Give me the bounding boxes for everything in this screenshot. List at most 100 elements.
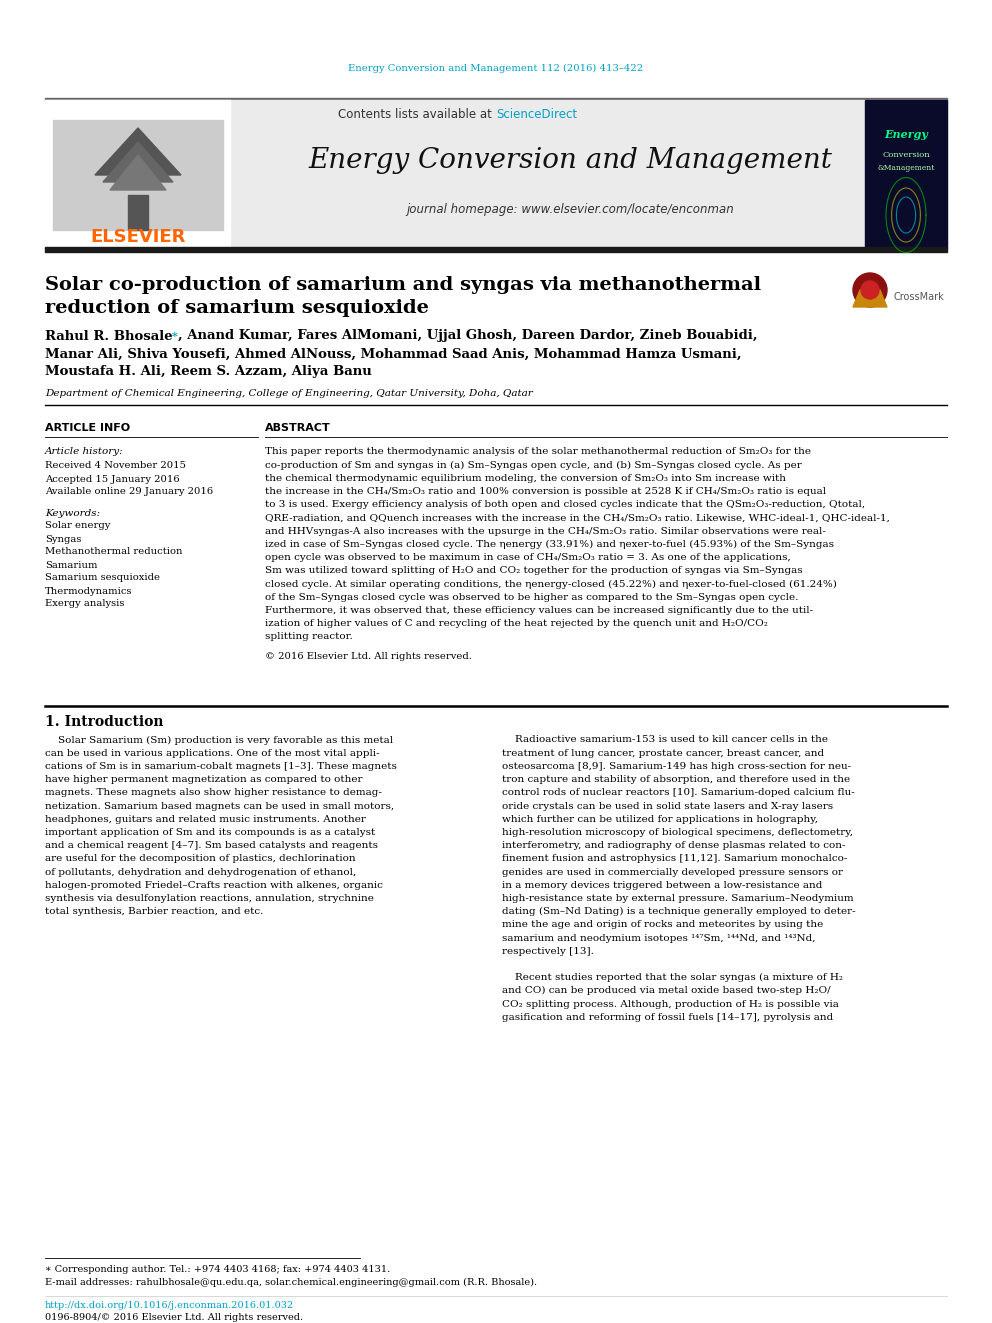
Bar	[865, 101, 947, 247]
Polygon shape	[103, 142, 173, 183]
Text: have higher permanent magnetization as compared to other: have higher permanent magnetization as c…	[45, 775, 362, 785]
Text: © 2016 Elsevier Ltd. All rights reserved.: © 2016 Elsevier Ltd. All rights reserved…	[265, 651, 472, 660]
Text: in a memory devices triggered between a low-resistance and: in a memory devices triggered between a …	[502, 881, 822, 889]
Text: and a chemical reagent [4–7]. Sm based catalysts and reagents: and a chemical reagent [4–7]. Sm based c…	[45, 841, 378, 851]
Text: 0196-8904/© 2016 Elsevier Ltd. All rights reserved.: 0196-8904/© 2016 Elsevier Ltd. All right…	[45, 1312, 304, 1322]
Text: Department of Chemical Engineering, College of Engineering, Qatar University, Do: Department of Chemical Engineering, Coll…	[45, 389, 533, 397]
Text: , Anand Kumar, Fares AlMomani, Ujjal Ghosh, Dareen Dardor, Zineb Bouabidi,: , Anand Kumar, Fares AlMomani, Ujjal Gho…	[178, 329, 758, 343]
Text: ABSTRACT: ABSTRACT	[265, 423, 330, 433]
Polygon shape	[95, 128, 181, 175]
Text: reduction of samarium sesquioxide: reduction of samarium sesquioxide	[45, 299, 429, 318]
Text: Received 4 November 2015: Received 4 November 2015	[45, 462, 186, 471]
Text: ∗ Corresponding author. Tel.: +974 4403 4168; fax: +974 4403 4131.: ∗ Corresponding author. Tel.: +974 4403 …	[45, 1266, 390, 1274]
Text: ScienceDirect: ScienceDirect	[496, 108, 577, 122]
Text: splitting reactor.: splitting reactor.	[265, 632, 353, 642]
Text: This paper reports the thermodynamic analysis of the solar methanothermal reduct: This paper reports the thermodynamic ana…	[265, 447, 811, 456]
Text: Keywords:: Keywords:	[45, 508, 100, 517]
Text: &Management: &Management	[877, 164, 934, 172]
Bar	[45, 98, 947, 101]
Text: closed cycle. At similar operating conditions, the ηenergy-closed (45.22%) and η: closed cycle. At similar operating condi…	[265, 579, 837, 589]
Text: finement fusion and astrophysics [11,12]. Samarium monochalco-: finement fusion and astrophysics [11,12]…	[502, 855, 847, 864]
Text: Manar Ali, Shiva Yousefi, Ahmed AlNouss, Mohammad Saad Anis, Mohammad Hamza Usma: Manar Ali, Shiva Yousefi, Ahmed AlNouss,…	[45, 348, 741, 360]
Text: journal homepage: www.elsevier.com/locate/enconman: journal homepage: www.elsevier.com/locat…	[406, 204, 734, 217]
Text: high-resistance state by external pressure. Samarium–Neodymium: high-resistance state by external pressu…	[502, 894, 854, 902]
Text: the increase in the CH₄/Sm₂O₃ ratio and 100% conversion is possible at 2528 K if: the increase in the CH₄/Sm₂O₃ ratio and …	[265, 487, 826, 496]
Text: synthesis via desulfonylation reactions, annulation, strychnine: synthesis via desulfonylation reactions,…	[45, 894, 374, 902]
Text: Accepted 15 January 2016: Accepted 15 January 2016	[45, 475, 180, 483]
Text: Rahul R. Bhosale: Rahul R. Bhosale	[45, 329, 173, 343]
Text: the chemical thermodynamic equilibrium modeling, the conversion of Sm₂O₃ into Sm: the chemical thermodynamic equilibrium m…	[265, 474, 786, 483]
Circle shape	[853, 273, 887, 307]
Text: control rods of nuclear reactors [10]. Samarium-doped calcium flu-: control rods of nuclear reactors [10]. S…	[502, 789, 855, 798]
Text: 1. Introduction: 1. Introduction	[45, 714, 164, 729]
Text: CO₂ splitting process. Although, production of H₂ is possible via: CO₂ splitting process. Although, product…	[502, 999, 839, 1008]
Text: headphones, guitars and related music instruments. Another: headphones, guitars and related music in…	[45, 815, 366, 824]
Text: QRE-radiation, and QQuench increases with the increase in the CH₄/Sm₂O₃ ratio. L: QRE-radiation, and QQuench increases wit…	[265, 513, 890, 523]
Text: http://dx.doi.org/10.1016/j.enconman.2016.01.032: http://dx.doi.org/10.1016/j.enconman.201…	[45, 1302, 295, 1311]
Text: Radioactive samarium-153 is used to kill cancer cells in the: Radioactive samarium-153 is used to kill…	[502, 736, 828, 745]
Text: ization of higher values of C and recycling of the heat rejected by the quench u: ization of higher values of C and recycl…	[265, 619, 768, 628]
Text: Samarium sesquioxide: Samarium sesquioxide	[45, 573, 160, 582]
Text: Exergy analysis: Exergy analysis	[45, 599, 124, 609]
Bar	[45, 101, 230, 247]
Text: high-resolution microscopy of biological specimens, deflectometry,: high-resolution microscopy of biological…	[502, 828, 853, 837]
Text: Thermodynamics: Thermodynamics	[45, 586, 133, 595]
Text: magnets. These magnets also show higher resistance to demag-: magnets. These magnets also show higher …	[45, 789, 382, 798]
Text: halogen-promoted Friedel–Crafts reaction with alkenes, organic: halogen-promoted Friedel–Crafts reaction…	[45, 881, 383, 889]
Bar	[128, 194, 148, 230]
Text: are useful for the decomposition of plastics, dechlorination: are useful for the decomposition of plas…	[45, 855, 355, 864]
Text: gasification and reforming of fossil fuels [14–17], pyrolysis and: gasification and reforming of fossil fue…	[502, 1012, 833, 1021]
Polygon shape	[110, 155, 166, 191]
Text: Moustafa H. Ali, Reem S. Azzam, Aliya Banu: Moustafa H. Ali, Reem S. Azzam, Aliya Ba…	[45, 365, 372, 378]
Text: ized in case of Sm–Syngas closed cycle. The ηenergy (33.91%) and ηexer-to-fuel (: ized in case of Sm–Syngas closed cycle. …	[265, 540, 834, 549]
Text: E-mail addresses: rahulbhosale@qu.edu.qa, solar.chemical.engineering@gmail.com (: E-mail addresses: rahulbhosale@qu.edu.qa…	[45, 1278, 537, 1286]
Text: tron capture and stability of absorption, and therefore used in the: tron capture and stability of absorption…	[502, 775, 850, 785]
Text: which further can be utilized for applications in holography,: which further can be utilized for applic…	[502, 815, 818, 824]
Circle shape	[861, 280, 879, 299]
Text: important application of Sm and its compounds is as a catalyst: important application of Sm and its comp…	[45, 828, 375, 837]
Text: ∗: ∗	[171, 328, 179, 340]
Text: Samarium: Samarium	[45, 561, 97, 569]
Text: of pollutants, dehydration and dehydrogenation of ethanol,: of pollutants, dehydration and dehydroge…	[45, 868, 356, 877]
Polygon shape	[853, 290, 887, 307]
Text: can be used in various applications. One of the most vital appli-: can be used in various applications. One…	[45, 749, 380, 758]
Text: respectively [13].: respectively [13].	[502, 947, 594, 955]
Text: netization. Samarium based magnets can be used in small motors,: netization. Samarium based magnets can b…	[45, 802, 394, 811]
Text: total synthesis, Barbier reaction, and etc.: total synthesis, Barbier reaction, and e…	[45, 908, 263, 916]
Text: oride crystals can be used in solid state lasers and X-ray lasers: oride crystals can be used in solid stat…	[502, 802, 833, 811]
Text: Syngas: Syngas	[45, 534, 81, 544]
Text: Energy Conversion and Management 112 (2016) 413–422: Energy Conversion and Management 112 (20…	[348, 64, 644, 73]
Text: Solar Samarium (Sm) production is very favorable as this metal: Solar Samarium (Sm) production is very f…	[45, 736, 393, 745]
Text: Article history:: Article history:	[45, 447, 124, 456]
Text: genides are used in commercially developed pressure sensors or: genides are used in commercially develop…	[502, 868, 843, 877]
Text: open cycle was observed to be maximum in case of CH₄/Sm₂O₃ ratio = 3. As one of : open cycle was observed to be maximum in…	[265, 553, 791, 562]
Text: Recent studies reported that the solar syngas (a mixture of H₂: Recent studies reported that the solar s…	[502, 972, 843, 982]
Text: cations of Sm is in samarium-cobalt magnets [1–3]. These magnets: cations of Sm is in samarium-cobalt magn…	[45, 762, 397, 771]
Text: Energy: Energy	[884, 130, 928, 140]
Text: Solar energy: Solar energy	[45, 521, 110, 531]
Text: and HHVsyngas-A also increases with the upsurge in the CH₄/Sm₂O₃ ratio. Similar : and HHVsyngas-A also increases with the …	[265, 527, 826, 536]
Bar	[45, 101, 947, 247]
Text: to 3 is used. Exergy efficiency analysis of both open and closed cycles indicate: to 3 is used. Exergy efficiency analysis…	[265, 500, 865, 509]
Text: Furthermore, it was observed that, these efficiency values can be increased sign: Furthermore, it was observed that, these…	[265, 606, 813, 615]
Text: ELSEVIER: ELSEVIER	[90, 228, 186, 246]
Text: Conversion: Conversion	[882, 151, 930, 159]
Text: and CO) can be produced via metal oxide based two-step H₂O/: and CO) can be produced via metal oxide …	[502, 986, 830, 995]
Bar	[53, 120, 223, 230]
Text: treatment of lung cancer, prostate cancer, breast cancer, and: treatment of lung cancer, prostate cance…	[502, 749, 824, 758]
Text: CrossMark: CrossMark	[893, 292, 943, 302]
Text: osteosarcoma [8,9]. Samarium-149 has high cross-section for neu-: osteosarcoma [8,9]. Samarium-149 has hig…	[502, 762, 851, 771]
Text: Energy Conversion and Management: Energy Conversion and Management	[309, 147, 832, 173]
Text: of the Sm–Syngas closed cycle was observed to be higher as compared to the Sm–Sy: of the Sm–Syngas closed cycle was observ…	[265, 593, 799, 602]
Text: Contents lists available at: Contents lists available at	[338, 108, 496, 122]
Text: mine the age and origin of rocks and meteorites by using the: mine the age and origin of rocks and met…	[502, 921, 823, 929]
Text: co-production of Sm and syngas in (a) Sm–Syngas open cycle, and (b) Sm–Syngas cl: co-production of Sm and syngas in (a) Sm…	[265, 460, 802, 470]
Text: dating (Sm–Nd Dating) is a technique generally employed to deter-: dating (Sm–Nd Dating) is a technique gen…	[502, 908, 856, 916]
Text: Sm was utilized toward splitting of H₂O and CO₂ together for the production of s: Sm was utilized toward splitting of H₂O …	[265, 566, 803, 576]
Text: samarium and neodymium isotopes ¹⁴⁷Sm, ¹⁴⁴Nd, and ¹⁴³Nd,: samarium and neodymium isotopes ¹⁴⁷Sm, ¹…	[502, 934, 815, 942]
Bar	[45, 247, 947, 251]
Text: Solar co-production of samarium and syngas via methanothermal: Solar co-production of samarium and syng…	[45, 277, 761, 294]
Text: Methanothermal reduction: Methanothermal reduction	[45, 548, 183, 557]
Text: Available online 29 January 2016: Available online 29 January 2016	[45, 487, 213, 496]
Text: interferometry, and radiography of dense plasmas related to con-: interferometry, and radiography of dense…	[502, 841, 845, 851]
